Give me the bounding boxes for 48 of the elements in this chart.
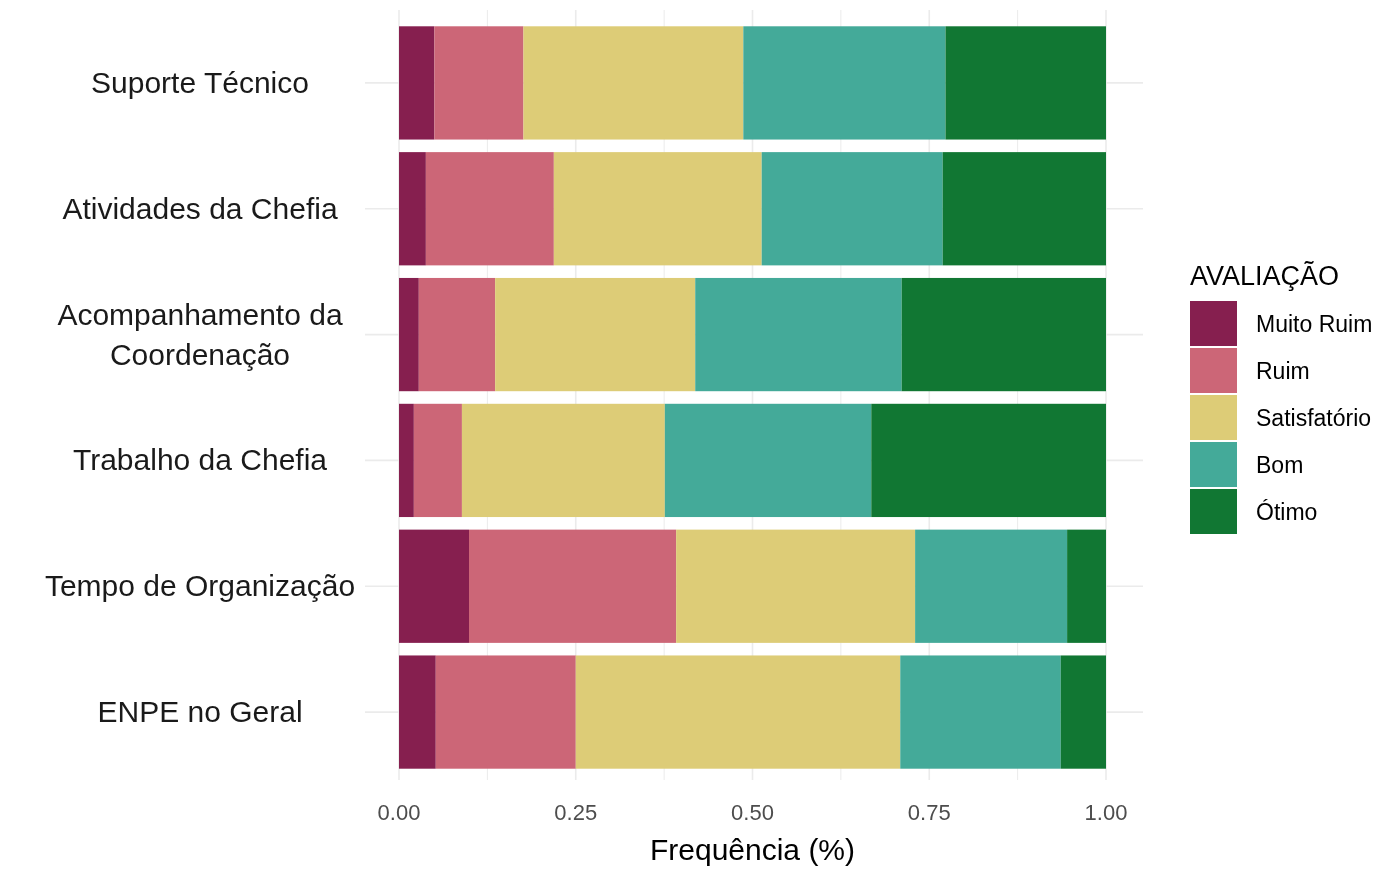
bar <box>418 277 496 392</box>
bar <box>399 26 435 140</box>
bar <box>676 529 916 643</box>
bar <box>743 26 946 140</box>
bar <box>915 529 1068 643</box>
bar <box>435 655 576 769</box>
bar <box>495 277 696 392</box>
bar <box>461 403 665 518</box>
bar <box>523 26 744 140</box>
bar <box>399 655 436 769</box>
bar <box>425 152 554 266</box>
y-tick-label: Atividades da Chefia <box>62 191 338 225</box>
y-tick-label: Acompanhamento da Coordenação <box>57 297 343 371</box>
bar <box>399 403 414 518</box>
bar <box>399 152 426 266</box>
legend-label: Satisfatório <box>1256 405 1372 431</box>
legend-title: AVALIAÇÃO <box>1190 260 1340 291</box>
bar <box>434 26 524 140</box>
x-tick-label: 1.00 <box>1084 800 1128 825</box>
x-tick-label: 0.50 <box>731 800 774 825</box>
legend-label: Ótimo <box>1256 499 1318 525</box>
legend-label: Ruim <box>1256 358 1310 384</box>
bar <box>1060 655 1106 769</box>
bar <box>695 277 902 392</box>
y-tick-label: Suporte Técnico <box>91 65 309 99</box>
legend-label: Bom <box>1256 452 1304 478</box>
bar <box>553 152 762 266</box>
bar <box>575 655 901 769</box>
bar <box>871 403 1106 518</box>
y-tick-label: ENPE no Geral <box>97 695 303 729</box>
bar <box>1067 529 1106 643</box>
bar <box>900 655 1061 769</box>
bar <box>664 403 872 518</box>
legend-label: Muito Ruim <box>1256 311 1373 337</box>
bar <box>413 403 462 518</box>
bar <box>901 277 1106 392</box>
x-tick-label: 0.25 <box>554 800 598 825</box>
bar <box>468 529 677 643</box>
x-tick-label: 0.00 <box>377 800 421 825</box>
x-tick-label: 0.75 <box>907 800 951 825</box>
bar <box>399 277 419 392</box>
bar <box>399 529 469 643</box>
bar <box>945 26 1106 140</box>
y-tick-label: Tempo de Organização <box>44 569 356 603</box>
bar <box>761 152 943 266</box>
bar <box>942 152 1106 266</box>
y-tick-label: Trabalho da Chefia <box>72 443 328 477</box>
x-axis-title: Frequência (%) <box>649 833 856 866</box>
